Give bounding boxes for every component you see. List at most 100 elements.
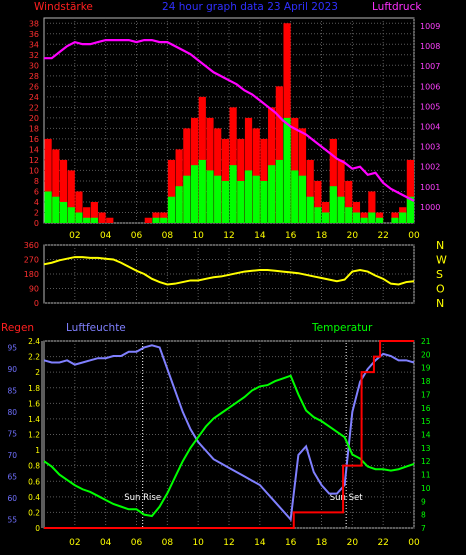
- wind-bar: [283, 117, 291, 223]
- wind-y-tick-label: 34: [29, 40, 39, 49]
- wind-y-tick-label: 32: [29, 51, 39, 60]
- humidity-y-tick-label: 65: [7, 472, 17, 481]
- wind-bar: [206, 170, 214, 223]
- wind-chart-x-tick-label: 18: [316, 231, 328, 241]
- wind-bar: [329, 186, 337, 223]
- gust-bar: [275, 86, 283, 223]
- rain-y-tick-label: 2: [35, 368, 40, 377]
- gust-bar: [406, 159, 414, 223]
- pressure-y-tick-label: 1009: [420, 22, 440, 31]
- rain-y-tick-label: 0.6: [28, 477, 40, 486]
- sun-marker-label: Sun Set: [330, 493, 363, 503]
- direction-line: [43, 256, 415, 286]
- temperature-y-tick-label: 19: [421, 364, 431, 373]
- compass-tick-label: S: [436, 268, 443, 281]
- wind-bar: [52, 196, 60, 223]
- wind-chart-x-tick-label: 12: [223, 231, 234, 241]
- compass-tick-label: O: [436, 283, 445, 296]
- wind-bar: [90, 217, 98, 223]
- climate-chart-x-tick-label: 20: [347, 538, 359, 548]
- direction-y-tick-label: 270: [24, 256, 39, 265]
- wind-chart-x-tick-label: 16: [285, 231, 297, 241]
- wind-bar: [291, 170, 299, 223]
- wind-y-tick-label: 26: [29, 82, 39, 91]
- wind-bar: [391, 217, 399, 223]
- gust-bar: [75, 191, 83, 223]
- header-wind-label: Windstärke: [34, 1, 93, 13]
- wind-bar: [152, 217, 160, 223]
- wind-bar: [183, 175, 191, 223]
- wind-bar: [360, 217, 368, 223]
- wind-bar: [67, 207, 75, 223]
- gust-bar: [167, 159, 176, 223]
- pressure-y-tick-label: 1000: [420, 203, 440, 212]
- rain-axis-title: Regen: [1, 322, 34, 334]
- compass-tick-label: N: [436, 239, 444, 252]
- temperature-y-tick-label: 13: [421, 444, 431, 453]
- pressure-y-tick-label: 1003: [420, 143, 440, 152]
- wind-bar: [175, 186, 183, 223]
- climate-chart-x-tick-label: 18: [316, 538, 328, 548]
- wind-chart-x-tick-label: 06: [131, 231, 143, 241]
- gust-bar: [306, 159, 314, 223]
- wind-bar: [190, 165, 199, 223]
- wind-bar: [221, 180, 229, 223]
- humidity-y-tick-label: 75: [7, 429, 17, 438]
- direction-y-tick-label: 90: [29, 285, 39, 294]
- humidity-y-tick-label: 55: [7, 515, 17, 524]
- wind-bar: [314, 207, 322, 223]
- climate-chart-x-tick-label: 22: [377, 538, 388, 548]
- rain-y-tick-label: 2.4: [28, 337, 40, 346]
- header-date-title: 24 hour graph data 23 April 2023: [162, 1, 338, 13]
- temperature-y-tick-label: 14: [421, 431, 431, 440]
- rain-humidity-temperature-chart: 0 0.2 0.4 0.6 0.8 1 1.2 1.4 1.6 1.8 2 2.2 2.4 55 60 65 7…: [7, 337, 430, 548]
- wind-bar: [59, 201, 68, 223]
- temperature-y-tick-label: 7: [421, 524, 426, 533]
- wind-y-tick-label: 10: [29, 166, 39, 175]
- wind-y-tick-label: 24: [29, 93, 39, 102]
- wind-bar: [260, 180, 268, 223]
- wind-y-tick-label: 28: [29, 72, 39, 81]
- wind-y-tick-label: 0: [34, 219, 39, 228]
- wind-y-tick-label: 12: [29, 156, 39, 165]
- rain-y-tick-label: 0.8: [28, 462, 40, 471]
- wind-y-tick-label: 2: [34, 208, 39, 217]
- wind-bar: [237, 180, 245, 223]
- rain-y-tick-label: 1.2: [28, 431, 40, 440]
- pressure-line: [44, 39, 415, 202]
- wind-y-tick-label: 4: [34, 198, 39, 207]
- wind-bar: [352, 212, 361, 223]
- wind-y-tick-label: 36: [29, 30, 39, 39]
- compass-tick-label: N: [436, 297, 444, 310]
- wind-y-tick-label: 8: [34, 177, 39, 186]
- temperature-y-tick-label: 21: [421, 337, 431, 346]
- temperature-y-tick-label: 15: [421, 417, 431, 426]
- humidity-y-tick-label: 60: [7, 494, 17, 503]
- wind-bar: [83, 217, 91, 223]
- wind-bar: [44, 191, 52, 223]
- gust-bar: [59, 159, 68, 223]
- rain-y-tick-label: 0: [35, 524, 40, 533]
- wind-bar: [244, 170, 253, 223]
- wind-bar: [337, 196, 345, 223]
- direction-y-tick-label: 180: [24, 270, 39, 279]
- gust-bar: [90, 201, 98, 223]
- humidity-axis-title: Luftfeuchte: [66, 322, 126, 334]
- gust-bar: [98, 212, 106, 223]
- gust-bar: [44, 138, 52, 223]
- climate-chart-x-tick-label: 08: [162, 538, 174, 548]
- wind-chart-x-tick-label: 22: [377, 231, 388, 241]
- temperature-y-tick-label: 12: [421, 457, 431, 466]
- humidity-y-tick-label: 90: [7, 365, 17, 374]
- rain-y-tick-label: 0.4: [28, 493, 40, 502]
- wind-chart-x-tick-label: 14: [254, 231, 266, 241]
- temperature-y-tick-label: 17: [421, 390, 431, 399]
- temperature-y-tick-label: 9: [421, 497, 426, 506]
- pressure-y-tick-label: 1001: [420, 183, 440, 192]
- wind-bar: [345, 207, 353, 223]
- wind-bar: [306, 196, 314, 223]
- temperature-y-tick-label: 16: [421, 404, 431, 413]
- wind-bar: [375, 217, 384, 223]
